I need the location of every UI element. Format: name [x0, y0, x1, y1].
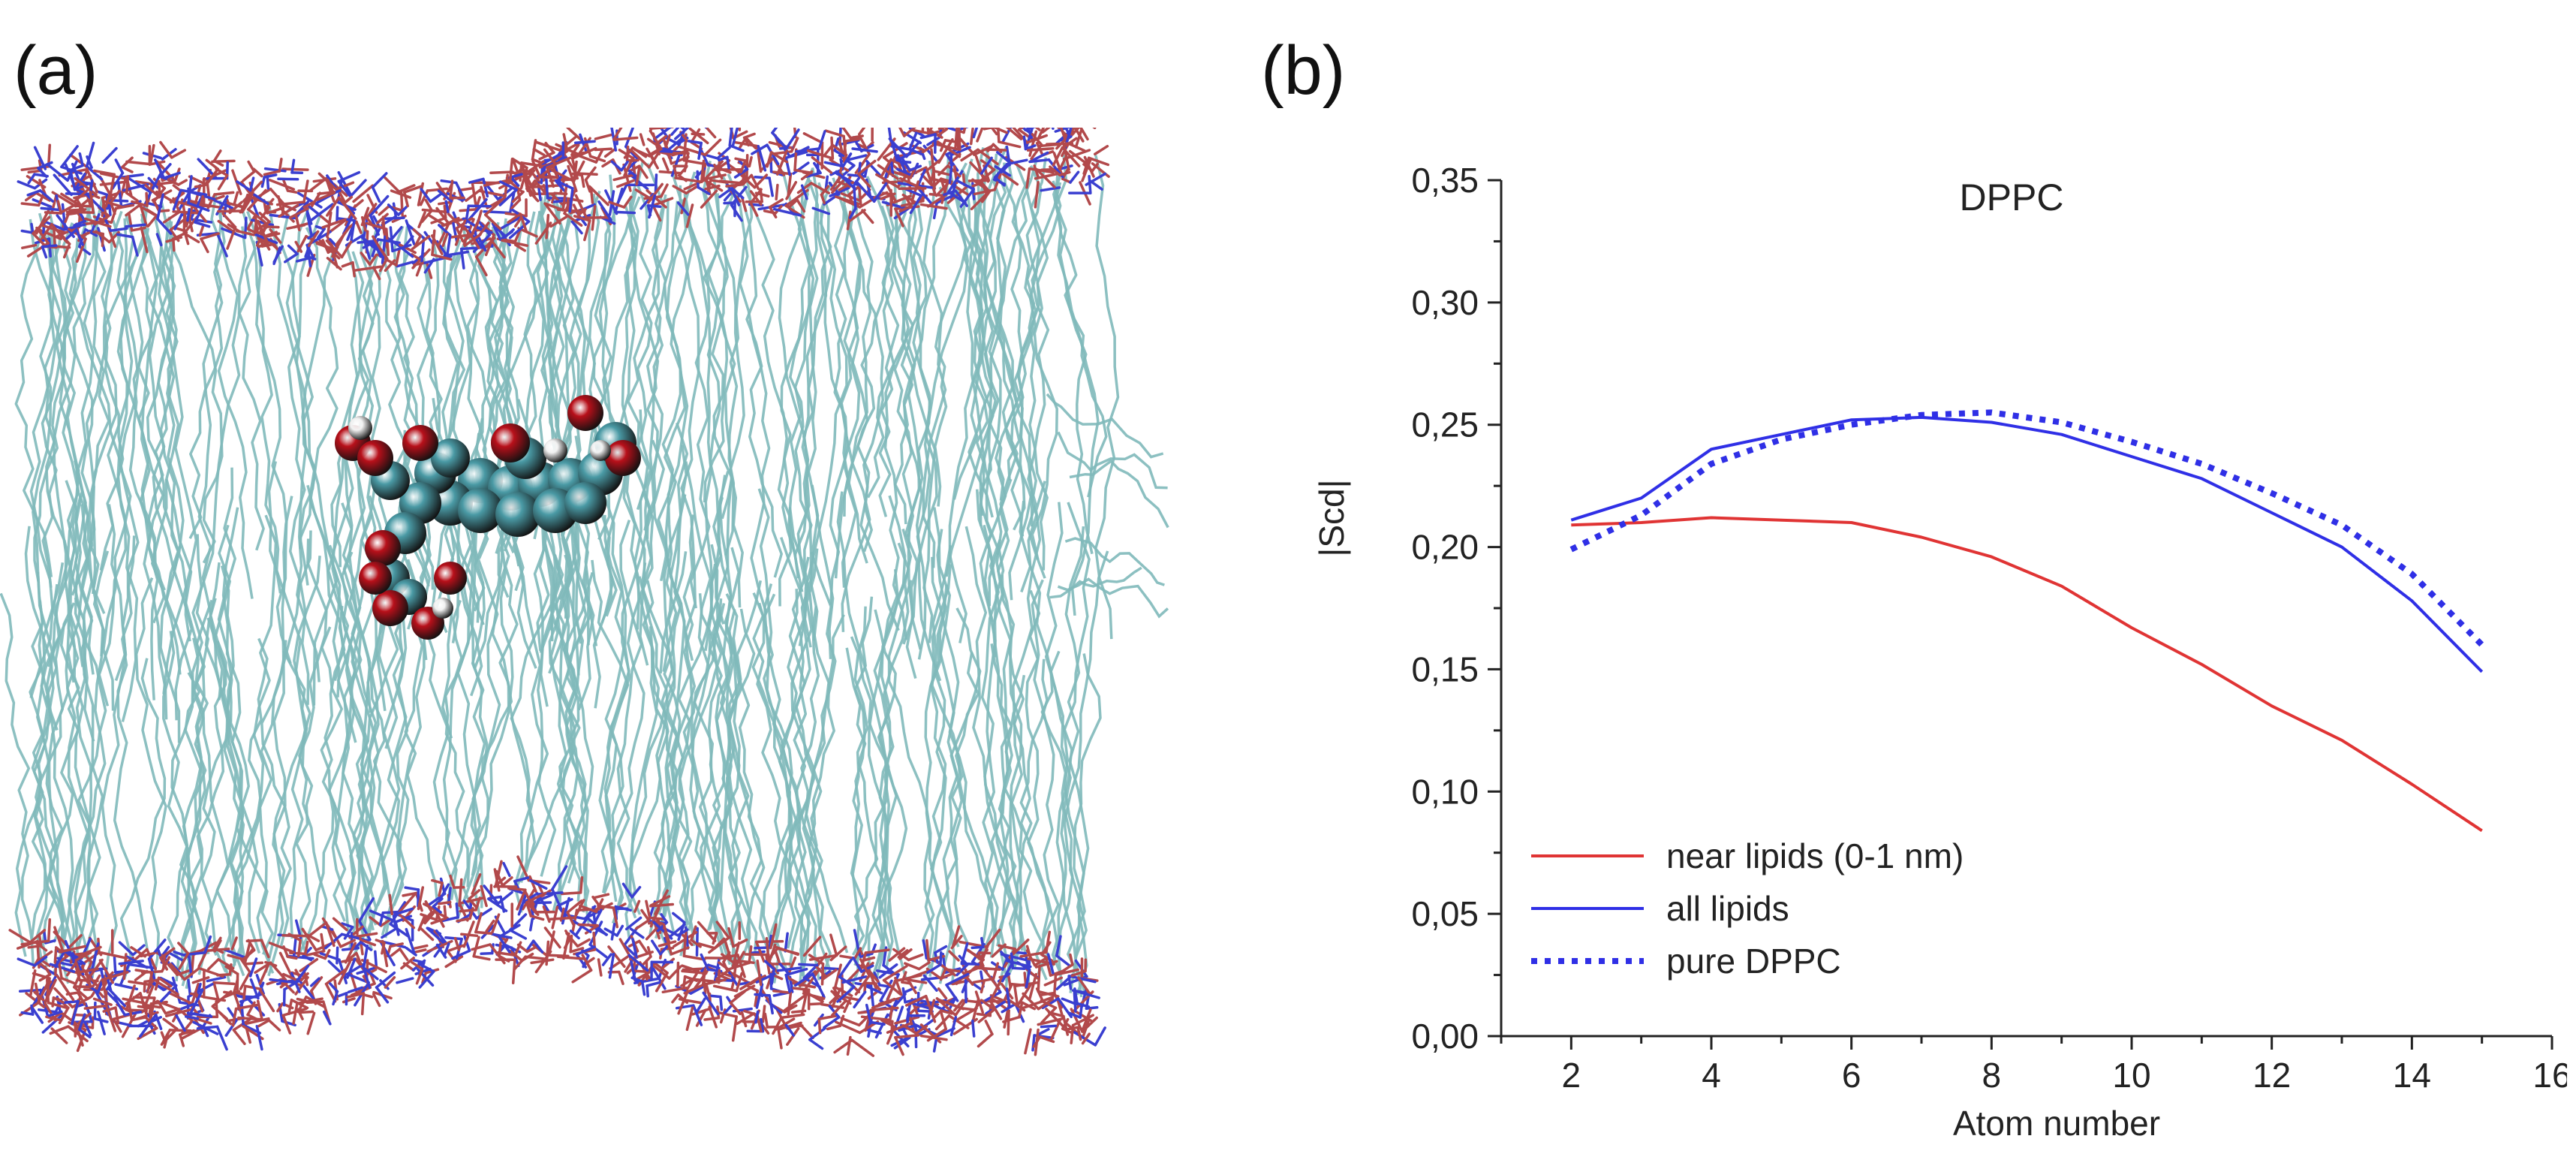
- y-axis-ticks: 0,00 0,05 0,10 0,15 0,20 0,25 0,30 0,35: [1411, 161, 1501, 1056]
- panel-label-a: (a): [14, 36, 98, 105]
- legend-label: all lipids: [1666, 889, 1789, 928]
- x-tick-label: 6: [1842, 1056, 1861, 1095]
- y-tick-label: 0,10: [1411, 772, 1479, 811]
- y-tick-label: 0,20: [1411, 528, 1479, 567]
- x-tick-label: 4: [1702, 1056, 1721, 1095]
- x-tick-label: 10: [2112, 1056, 2150, 1095]
- y-tick-label: 0,35: [1411, 161, 1479, 200]
- y-tick-label: 0,25: [1411, 405, 1479, 444]
- chart-legend: near lipids (0-1 nm) all lipids pure DPPC: [1531, 836, 1964, 981]
- x-tick-label: 8: [1982, 1056, 2002, 1095]
- series-line-2: [1571, 417, 2481, 672]
- legend-label: pure DPPC: [1666, 942, 1841, 981]
- x-tick-label: 14: [2393, 1056, 2431, 1095]
- y-tick-label: 0,05: [1411, 894, 1479, 933]
- membrane-rendering: [0, 128, 1171, 1096]
- chart-title: DPPC: [1960, 176, 2064, 218]
- x-axis-ticks: 2 4 6 8 10 12 14 16: [1501, 1036, 2567, 1095]
- x-tick-label: 16: [2532, 1056, 2567, 1095]
- y-tick-label: 0,15: [1411, 649, 1479, 688]
- series-line-1: [1571, 518, 2481, 831]
- membrane-simulation-image: [0, 128, 1171, 1096]
- order-parameter-chart: 0,00 0,05 0,10 0,15 0,20 0,25 0,30 0,35 2 4 6 8 10 1…: [1291, 120, 2567, 1153]
- chart-series: [1571, 412, 2481, 830]
- x-tick-label: 2: [1562, 1056, 1581, 1095]
- chart-svg: 0,00 0,05 0,10 0,15 0,20 0,25 0,30 0,35 2 4 6 8 10 1…: [1291, 120, 2567, 1153]
- chart-axes: [1501, 180, 2552, 1036]
- x-axis-label: Atom number: [1953, 1104, 2160, 1143]
- lipid-tails: [1, 146, 1168, 997]
- y-tick-label: 0,30: [1411, 283, 1479, 322]
- y-axis-label: |Scd|: [1312, 479, 1351, 556]
- legend-label: near lipids (0-1 nm): [1666, 836, 1964, 875]
- y-tick-label: 0,00: [1411, 1017, 1479, 1056]
- series-line-3: [1571, 412, 2481, 645]
- x-tick-label: 12: [2252, 1056, 2291, 1095]
- panel-label-b: (b): [1261, 36, 1345, 105]
